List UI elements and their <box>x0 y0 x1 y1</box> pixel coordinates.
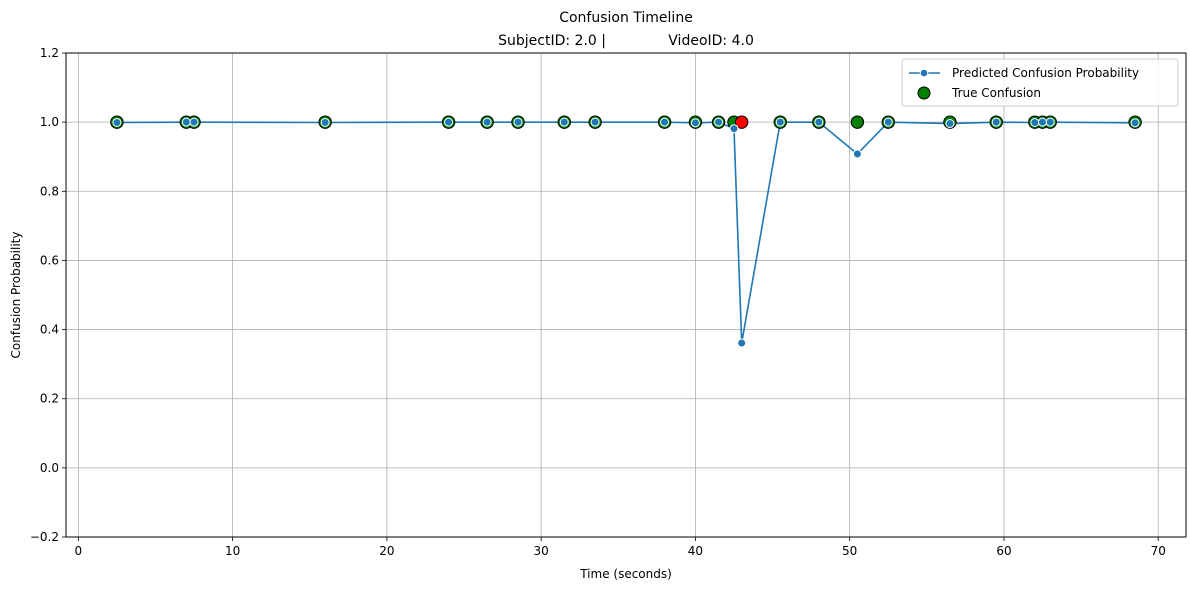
predicted-point <box>714 117 724 127</box>
predicted-point <box>883 117 893 127</box>
y-axis-ticks: −0.2 0.0 0.2 0.4 0.6 0.8 1.0 1.2 <box>30 46 66 544</box>
true-confusion-point <box>850 115 865 129</box>
x-tick-label: 10 <box>225 544 240 558</box>
predicted-point <box>729 124 739 134</box>
y-tick-label: −0.2 <box>30 530 59 544</box>
x-axis-label: Time (seconds) <box>579 567 672 581</box>
y-tick-label: 1.0 <box>40 115 59 129</box>
grid <box>66 52 1186 538</box>
y-tick-label: 1.2 <box>40 46 59 60</box>
y-tick-label: 0.6 <box>40 253 59 267</box>
predicted-probability-line <box>116 121 1136 344</box>
x-tick-label: 70 <box>1151 544 1166 558</box>
y-tick-label: 0.4 <box>40 323 59 337</box>
predicted-point <box>737 338 747 348</box>
x-axis-ticks: 0 10 20 30 40 50 60 70 <box>75 537 1166 558</box>
x-tick-label: 50 <box>842 544 857 558</box>
predicted-point <box>1130 118 1140 128</box>
predicted-point <box>444 117 454 127</box>
x-tick-label: 60 <box>996 544 1011 558</box>
legend-line-marker <box>919 68 929 78</box>
x-tick-label: 0 <box>75 544 83 558</box>
predicted-point <box>991 117 1001 127</box>
y-tick-label: 0.8 <box>40 184 59 198</box>
y-tick-label: 0.0 <box>40 461 59 475</box>
predicted-point <box>590 117 600 127</box>
legend: Predicted Confusion Probability True Con… <box>901 58 1179 107</box>
predicted-point <box>852 149 862 159</box>
x-tick-label: 20 <box>379 544 394 558</box>
legend-label-true: True Confusion <box>951 86 1041 100</box>
predicted-point <box>482 117 492 127</box>
legend-label-predicted: Predicted Confusion Probability <box>952 66 1139 80</box>
y-tick-label: 0.2 <box>40 392 59 406</box>
x-tick-label: 40 <box>688 544 703 558</box>
predicted-point <box>1045 117 1055 127</box>
predicted-points-layer <box>112 117 1140 348</box>
x-tick-label: 30 <box>534 544 549 558</box>
predicted-point <box>513 117 523 127</box>
plot-frame <box>65 52 1187 538</box>
predicted-point <box>112 117 122 127</box>
predicted-point <box>775 117 785 127</box>
predicted-point <box>320 117 330 127</box>
predicted-point <box>814 117 824 127</box>
true-confusion-point <box>735 115 749 129</box>
predicted-point <box>945 119 955 129</box>
series-line-layer <box>116 121 1136 344</box>
predicted-point <box>1030 117 1040 127</box>
legend-box <box>901 58 1179 107</box>
predicted-point <box>1038 117 1048 127</box>
chart-title-line2: SubjectID: 2.0 | VideoID: 4.0 <box>498 33 754 49</box>
predicted-point <box>559 117 569 127</box>
legend-true-marker <box>917 86 931 100</box>
predicted-point <box>660 117 670 127</box>
predicted-point <box>189 117 199 127</box>
y-axis-label: Confusion Probability <box>9 232 23 359</box>
chart-title-line1: Confusion Timeline <box>559 10 693 26</box>
predicted-point <box>690 118 700 128</box>
predicted-point <box>181 117 191 127</box>
